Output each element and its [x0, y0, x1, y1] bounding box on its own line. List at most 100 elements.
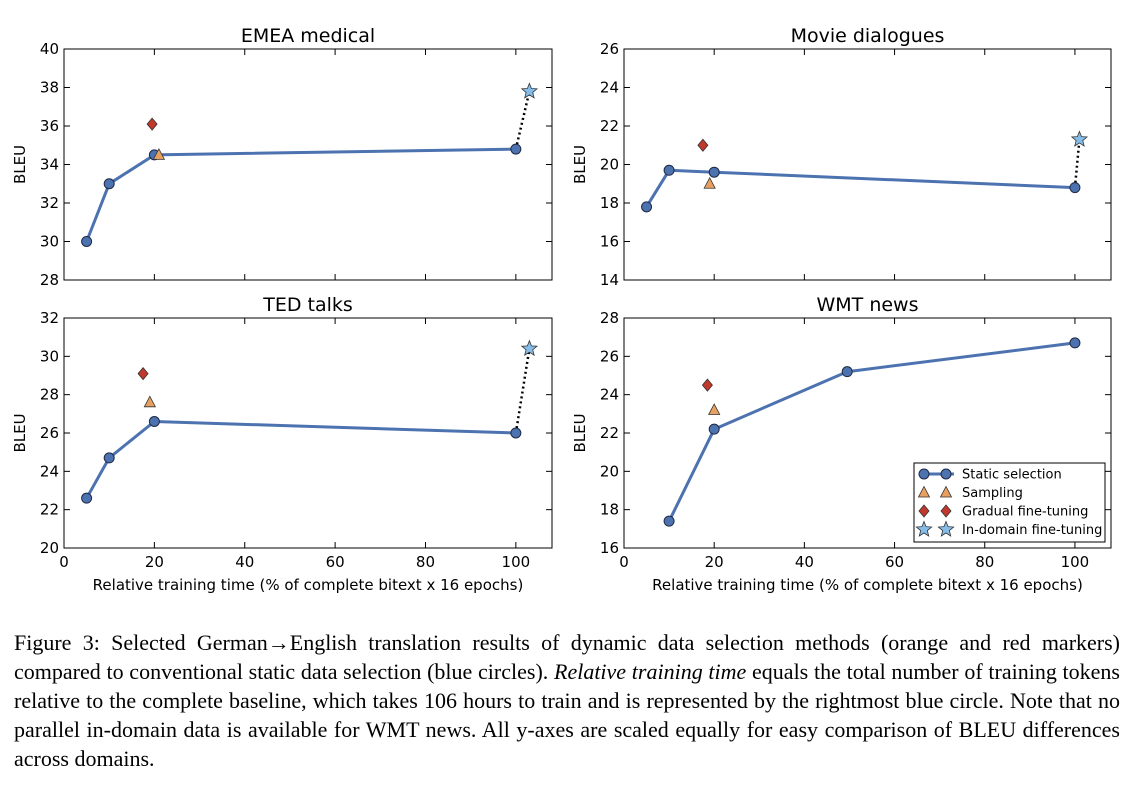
legend-marker	[939, 485, 953, 498]
legend-label: Gradual fine-tuning	[962, 505, 1088, 520]
y-tick-label: 18	[600, 501, 619, 519]
x-tick-label: 100	[1061, 553, 1090, 571]
chart-panel-2: Movie dialogues 14 16 18 20 22 24 26 BLEU	[571, 25, 1112, 289]
y-tick-label: 26	[40, 424, 59, 442]
y-tick-label: 32	[40, 309, 59, 327]
legend-item-sampling: Sampling	[917, 485, 1023, 501]
panel-title: WMT news	[817, 294, 919, 316]
legend-marker	[940, 468, 952, 480]
sampling-point	[143, 395, 157, 408]
figure-caption: Figure 3: Selected German→English transl…	[14, 628, 1120, 773]
x-tick-label: 60	[885, 553, 904, 571]
y-tick-label: 22	[600, 424, 619, 442]
gradual-point	[697, 138, 709, 152]
static-point	[81, 492, 93, 504]
legend-marker	[915, 520, 933, 537]
legend-item-gradual: Gradual fine-tuning	[918, 504, 1088, 520]
plot-frame	[63, 317, 553, 549]
x-axis-label: Relative training time (% of complete bi…	[652, 576, 1083, 594]
y-tick-label: 22	[40, 501, 59, 519]
legend-marker	[940, 504, 952, 518]
sampling-point	[152, 148, 166, 160]
y-tick-label: 26	[600, 347, 619, 365]
static-point	[708, 423, 720, 435]
x-tick-label: 80	[416, 553, 435, 571]
y-tick-label: 38	[40, 79, 59, 97]
dotted-connector	[1073, 139, 1081, 188]
legend-marker	[937, 520, 955, 537]
plot-frame	[623, 317, 1112, 549]
static-point	[510, 143, 522, 155]
y-tick-label: 20	[600, 156, 619, 174]
caption-text-1: Figure 3: Selected German→English transl…	[14, 630, 1120, 684]
static-selection-line	[667, 341, 1076, 522]
legend-marker	[918, 468, 930, 480]
y-tick-label: 40	[40, 40, 59, 58]
sampling-point	[708, 403, 721, 415]
y-tick-label: 18	[600, 194, 619, 212]
legend-label: Static selection	[962, 468, 1062, 483]
static-point	[663, 515, 675, 527]
y-tick-label: 36	[40, 117, 59, 135]
x-tick-label: 40	[235, 553, 254, 571]
y-tick-label: 26	[600, 40, 619, 58]
y-tick-label: 16	[600, 233, 619, 251]
chart-panel-4: WMT news 16 18 20 22 24 26 28 0 20 40 60 80 100 BLEU Re…	[571, 294, 1112, 594]
static-selection-line	[85, 420, 516, 499]
static-point	[103, 178, 115, 190]
x-tick-label: 40	[795, 553, 814, 571]
x-tick-label: 60	[326, 553, 345, 571]
dotted-connector	[514, 91, 531, 150]
y-tick-label: 24	[40, 462, 59, 480]
static-point	[148, 416, 160, 427]
x-tick-label: 80	[975, 553, 994, 571]
panel-title: TED talks	[262, 294, 353, 316]
static-point	[841, 366, 853, 378]
x-tick-label: 20	[705, 553, 724, 571]
plot-frame	[63, 48, 553, 281]
x-tick-label: 0	[619, 553, 629, 571]
legend-marker	[917, 485, 931, 498]
sampling-point	[703, 176, 716, 189]
chart-panel-1: EMEA medical 28 30 32 34 36 38 40 BLEU	[11, 25, 553, 289]
legend-label: Sampling	[962, 486, 1023, 501]
y-tick-label: 24	[600, 386, 619, 404]
y-tick-label: 28	[600, 309, 619, 327]
y-tick-label: 22	[600, 117, 619, 135]
static-point	[103, 452, 115, 464]
static-selection-line	[645, 168, 1075, 208]
static-selection-line	[85, 147, 516, 243]
y-tick-label: 14	[600, 271, 619, 289]
plot-frame	[623, 48, 1112, 281]
y-tick-label: 20	[600, 462, 619, 480]
panel-title: Movie dialogues	[791, 25, 945, 47]
x-tick-label: 100	[502, 553, 531, 571]
gradual-point	[701, 378, 713, 392]
gradual-point	[137, 366, 149, 381]
y-tick-label: 30	[40, 347, 59, 365]
y-axis-label: BLEU	[11, 145, 29, 184]
y-axis-label: BLEU	[571, 413, 589, 452]
gradual-point	[146, 117, 158, 131]
y-tick-label: 28	[40, 271, 59, 289]
legend-item-indomain: In-domain fine-tuning	[915, 520, 1102, 538]
static-point	[510, 427, 522, 439]
y-axis-label: BLEU	[11, 413, 29, 452]
indomain-point	[1070, 130, 1089, 147]
static-point	[1069, 337, 1081, 349]
x-tick-label: 20	[145, 553, 164, 571]
y-tick-label: 28	[40, 386, 59, 404]
y-tick-label: 34	[40, 156, 59, 174]
y-tick-label: 32	[40, 194, 59, 212]
static-point	[663, 164, 675, 176]
static-point	[1069, 182, 1081, 194]
y-tick-label: 16	[600, 539, 619, 557]
dotted-connector	[514, 348, 531, 434]
static-point	[641, 201, 653, 213]
legend-marker	[918, 504, 930, 518]
y-tick-label: 20	[40, 539, 59, 557]
y-axis-label: BLEU	[571, 145, 589, 184]
x-axis-label: Relative training time (% of complete bi…	[93, 576, 524, 594]
panel-title: EMEA medical	[241, 25, 375, 47]
